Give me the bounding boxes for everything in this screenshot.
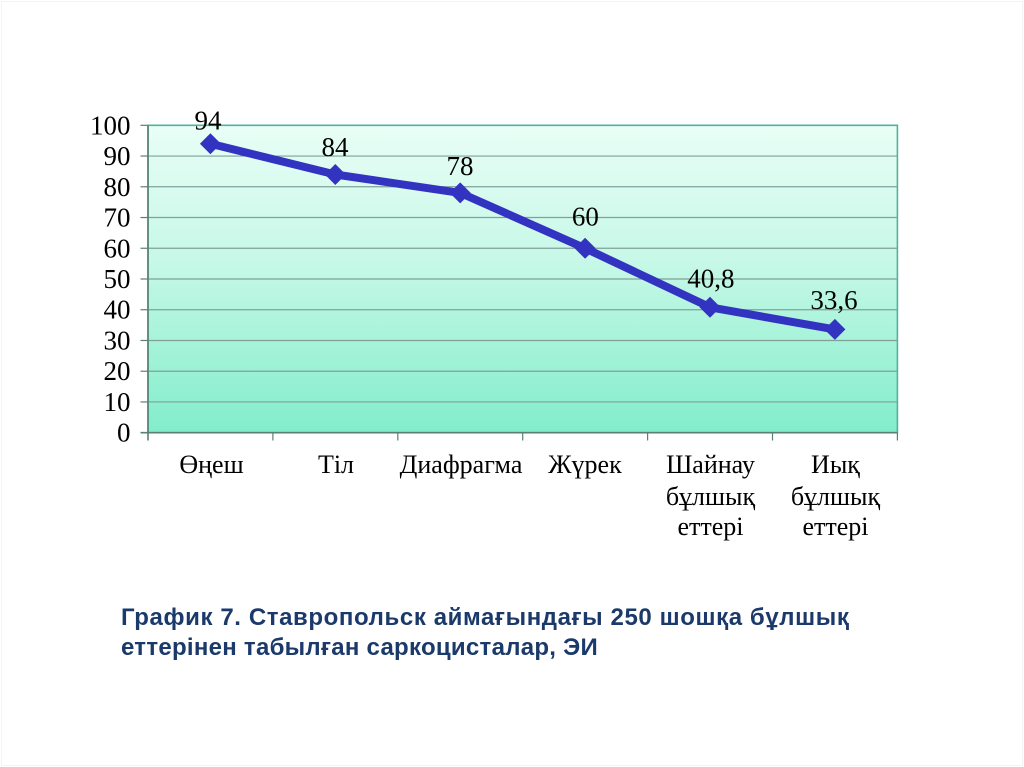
svg-text:еттері: еттері [802, 512, 868, 541]
svg-text:60: 60 [572, 202, 599, 232]
svg-text:Диафрагма: Диафрагма [400, 450, 523, 479]
svg-text:30: 30 [104, 326, 131, 356]
svg-text:50: 50 [104, 264, 131, 294]
svg-text:78: 78 [447, 151, 474, 181]
svg-text:бұлшық: бұлшық [666, 482, 756, 511]
svg-text:100: 100 [90, 110, 131, 140]
svg-text:еттері: еттері [677, 512, 743, 541]
svg-text:60: 60 [104, 233, 131, 263]
svg-text:20: 20 [104, 356, 131, 386]
svg-text:33,6: 33,6 [810, 285, 857, 315]
svg-text:70: 70 [104, 203, 131, 233]
svg-text:90: 90 [104, 141, 131, 171]
svg-text:Өңеш: Өңеш [179, 450, 243, 479]
svg-text:10: 10 [104, 387, 131, 417]
svg-text:84: 84 [322, 132, 350, 162]
svg-text:80: 80 [104, 172, 131, 202]
svg-text:Тіл: Тіл [318, 450, 354, 479]
svg-text:0: 0 [117, 418, 131, 448]
svg-text:Иық: Иық [811, 450, 860, 479]
svg-text:Жүрек: Жүрек [548, 450, 622, 479]
svg-text:94: 94 [195, 106, 223, 136]
svg-text:бұлшық: бұлшық [791, 482, 881, 511]
svg-text:40: 40 [104, 295, 131, 325]
svg-text:40,8: 40,8 [687, 264, 734, 294]
svg-text:Шайнау: Шайнау [666, 450, 755, 479]
